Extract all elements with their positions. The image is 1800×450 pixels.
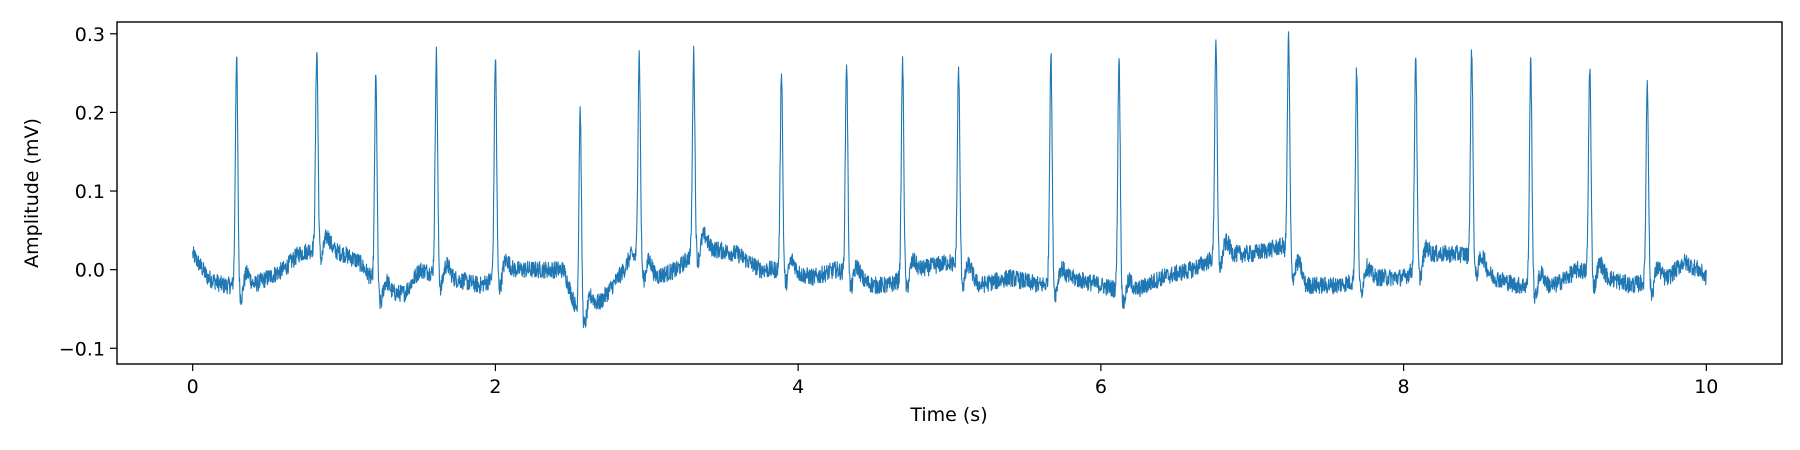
x-tick-label: 4 — [792, 376, 804, 398]
y-tick-label: −0.1 — [59, 338, 105, 360]
x-tick-label: 2 — [489, 376, 501, 398]
plot-frame — [116, 21, 1783, 365]
x-tick-label: 10 — [1694, 376, 1718, 398]
x-tick-label: 0 — [187, 376, 199, 398]
y-axis-title: Amplitude (mV) — [21, 118, 43, 268]
plot-background — [117, 22, 1782, 364]
y-tick-label: 0.2 — [75, 102, 105, 124]
y-tick-label: 0.3 — [75, 24, 105, 46]
x-axis-title: Time (s) — [909, 404, 987, 426]
x-axis: 0 2 4 6 8 10 — [187, 364, 1718, 398]
x-tick-label: 6 — [1095, 376, 1107, 398]
x-tick-label: 8 — [1398, 376, 1410, 398]
series-layer — [192, 31, 1707, 329]
y-axis: −0.1 0.0 0.1 0.2 0.3 — [59, 24, 117, 360]
y-tick-label: 0.0 — [75, 260, 105, 282]
y-tick-label: 0.1 — [75, 181, 105, 203]
ecg-signal-line — [192, 31, 1707, 329]
